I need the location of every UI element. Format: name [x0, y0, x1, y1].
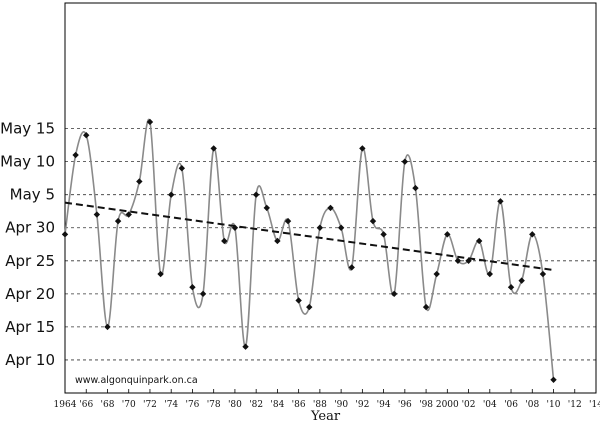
data-point: [337, 224, 345, 231]
trend-line: [64, 201, 554, 272]
data-point: [61, 231, 69, 238]
x-tick-label: '72: [143, 400, 157, 410]
x-tick-label: '80: [228, 400, 242, 410]
series-line: [64, 118, 555, 380]
data-point: [210, 145, 217, 152]
data-point: [316, 224, 324, 231]
y-tick-label: May 5: [10, 186, 55, 204]
watermark-text: www.algonquinpark.on.ca: [75, 375, 198, 386]
plot-frame: [64, 2, 597, 394]
y-tick-label: May 15: [0, 120, 55, 138]
data-point: [369, 217, 377, 225]
x-tick-label: '84: [270, 400, 284, 410]
x-axis-title: Year: [310, 409, 341, 424]
x-tick-label: '82: [249, 400, 263, 410]
data-point: [359, 145, 366, 152]
data-point: [231, 224, 239, 231]
data-point: [295, 297, 302, 304]
data-point: [168, 191, 175, 198]
y-tick-label: May 10: [0, 153, 55, 171]
x-tick-label: '04: [483, 400, 497, 410]
data-point: [83, 132, 90, 139]
x-axis: 1964'66 '68 '70 '72 '74 '76 '78 '80 '82 '84 '86 '88…: [54, 389, 600, 410]
data-point: [348, 264, 355, 271]
data-point: [380, 231, 387, 238]
data-point: [189, 284, 196, 291]
x-tick-label: '98: [419, 400, 433, 410]
data-point: [422, 303, 430, 311]
data-point: [433, 270, 440, 278]
x-tick-label: '76: [185, 400, 199, 410]
data-point: [486, 270, 493, 278]
x-tick-label: '68: [101, 400, 115, 410]
y-tick-label: Apr 10: [5, 351, 55, 369]
x-tick-label: '94: [377, 400, 391, 410]
y-tick-label: Apr 25: [5, 252, 55, 270]
x-tick-label: '12: [568, 400, 582, 410]
data-point: [327, 204, 334, 212]
data-point: [507, 284, 515, 291]
data-point: [518, 277, 525, 284]
data-point: [72, 151, 79, 159]
data-point: [136, 178, 143, 185]
data-point: [221, 237, 228, 245]
x-tick-label: '78: [207, 400, 221, 410]
x-tick-label: '02: [462, 400, 476, 410]
data-point: [401, 158, 409, 165]
data-point: [412, 184, 419, 192]
x-tick-label: '88: [313, 400, 327, 410]
data-point: [114, 217, 122, 225]
data-point: [529, 231, 536, 238]
data-point: [284, 217, 292, 225]
data-point: [263, 204, 270, 212]
data-point: [539, 270, 547, 278]
x-tick-label: '10: [547, 400, 561, 410]
data-point: [274, 237, 281, 245]
data-point: [93, 211, 101, 218]
data-point: [444, 231, 451, 238]
data-point: [146, 118, 154, 126]
data-points: [61, 118, 557, 383]
x-tick-label: '14: [589, 400, 600, 410]
data-point: [454, 257, 462, 264]
y-tick-label: Apr 15: [5, 318, 55, 336]
x-tick-label: 2000: [436, 400, 459, 410]
x-tick-label: '08: [525, 400, 539, 410]
data-point: [157, 270, 164, 278]
x-tick-label: '90: [334, 400, 348, 410]
x-tick-label: '92: [355, 400, 369, 410]
data-point: [475, 237, 483, 245]
data-point: [125, 211, 132, 218]
data-point: [550, 376, 557, 383]
x-tick-label: '96: [398, 400, 412, 410]
data-point: [199, 290, 207, 298]
data-point: [391, 290, 398, 298]
data-point: [104, 323, 111, 331]
data-point: [178, 165, 186, 172]
data-point: [242, 343, 249, 350]
data-point: [252, 191, 260, 198]
y-tick-label: Apr 20: [5, 285, 55, 303]
x-tick-label: '70: [122, 400, 136, 410]
x-tick-label: '86: [292, 400, 306, 410]
y-axis: Apr 10 Apr 15 Apr 20 Apr 25 Apr 30 May 5 May 1…: [0, 120, 55, 369]
x-tick-label: '66: [79, 400, 93, 410]
x-tick-label: '74: [164, 400, 178, 410]
data-point: [497, 198, 504, 205]
x-tick-label: 1964: [54, 400, 77, 410]
x-tick-label: '06: [504, 400, 518, 410]
y-tick-label: Apr 30: [5, 219, 55, 237]
data-point: [465, 257, 472, 264]
data-point: [306, 303, 313, 311]
gridlines: [65, 128, 596, 361]
